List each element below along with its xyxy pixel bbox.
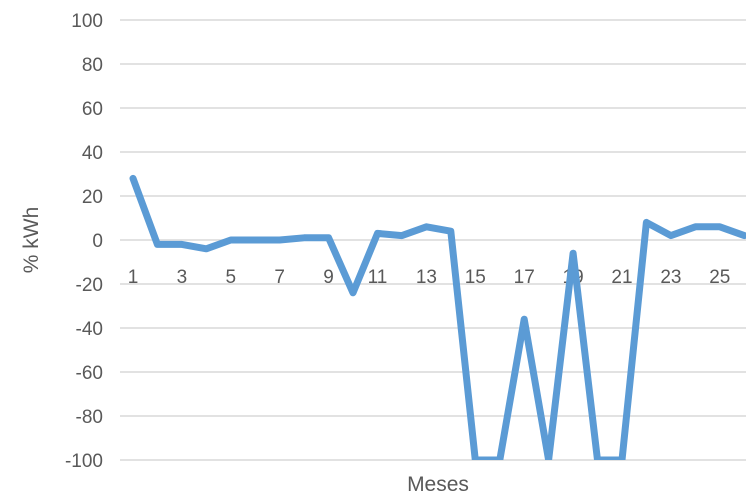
x-tick-label: 15 [465,267,486,288]
x-tick-label: 3 [177,267,188,288]
x-tick-label: 23 [660,267,681,288]
x-tick-label: 11 [368,267,388,288]
y-axis-title: % kWh [20,207,43,274]
x-tick-label: 21 [611,267,632,288]
y-tick-label: -60 [76,363,103,384]
y-tick-label: 0 [92,231,103,252]
x-tick-label: 1 [128,267,139,288]
y-tick-label: 60 [82,99,103,120]
x-axis-title: Meses [407,473,469,496]
y-tick-label: -20 [76,275,103,296]
x-tick-label: 25 [709,267,730,288]
y-tick-label: -100 [65,451,103,472]
y-tick-label: 20 [82,187,103,208]
x-tick-label: 17 [514,267,535,288]
y-tick-label: -80 [76,407,103,428]
y-tick-label: -40 [76,319,103,340]
gridlines [120,20,746,460]
x-tick-label: 7 [274,267,285,288]
y-axis-tick-labels: 100 80 60 40 20 0 -20 -40 -60 -80 -100 [65,11,103,472]
y-tick-label: 80 [82,55,103,76]
x-tick-label: 13 [416,267,437,288]
series-group [133,178,744,460]
series-line [133,178,744,460]
x-tick-label: 9 [323,267,334,288]
y-tick-label: 40 [82,143,103,164]
y-tick-label: 100 [71,11,103,32]
x-tick-label: 5 [226,267,237,288]
